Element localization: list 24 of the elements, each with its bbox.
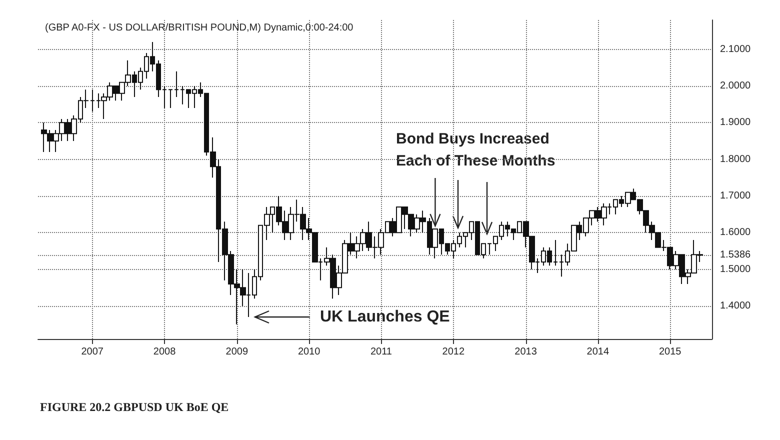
x-tick-label: 2007 xyxy=(81,346,104,358)
candlestick xyxy=(168,89,173,108)
chart-title: (GBP A0-FX - US DOLLAR/BRITISH POUND,M) Dynamic,0:00-24:00 xyxy=(45,22,354,34)
y-tick-label: 1.5386 xyxy=(720,250,752,261)
x-tick-label: 2012 xyxy=(442,346,465,358)
y-tick-label: 2.1000 xyxy=(720,44,752,55)
x-tick-label: 2009 xyxy=(226,346,248,358)
x-tick-label: 2014 xyxy=(586,346,610,358)
y-tick-label: 2.0000 xyxy=(720,80,752,92)
x-tick-label: 2010 xyxy=(298,346,321,358)
y-tick-label: 1.6000 xyxy=(720,227,752,238)
x-tick-label: 2013 xyxy=(514,346,538,358)
y-tick-label: 1.4000 xyxy=(720,300,752,312)
candlestick xyxy=(90,89,95,112)
y-tick-label: 1.7000 xyxy=(720,190,752,202)
caption: FIGURE 20.2 GBPUSD UK BoE QE xyxy=(40,400,229,414)
annotation: UK Launches QE xyxy=(320,308,450,326)
candlestick xyxy=(174,70,179,98)
x-tick-label: 2011 xyxy=(370,346,392,358)
x-tick-label: 2008 xyxy=(153,346,176,358)
y-tick-label: 1.5000 xyxy=(720,264,752,275)
x-tick-label: 2015 xyxy=(658,346,682,358)
y-tick-label: 1.8000 xyxy=(720,154,752,165)
y-tick-label: 1.9000 xyxy=(720,117,752,128)
